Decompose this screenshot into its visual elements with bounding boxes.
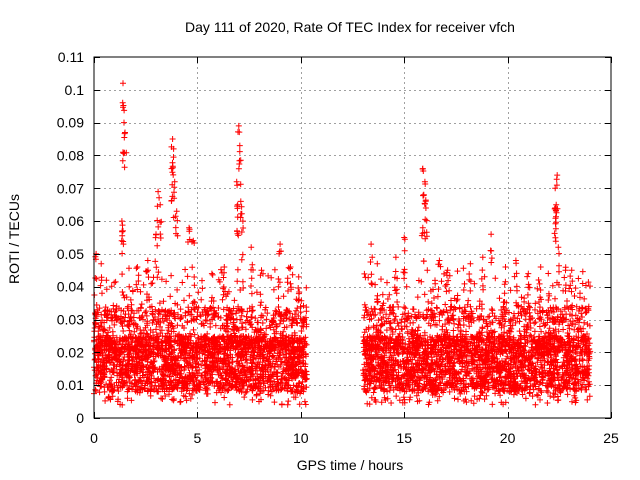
y-tick-label: 0.1 bbox=[65, 82, 85, 98]
axis-ticks: 0 5 10 15 20 25 0 0.01 0.02 0.03 0.04 0.05 0.06 0.07 0… bbox=[57, 49, 619, 446]
y-tick-label: 0.08 bbox=[57, 147, 84, 163]
x-tick-label: 10 bbox=[293, 430, 309, 446]
y-axis-title: ROTI / TECUs bbox=[6, 194, 22, 284]
plot-frame bbox=[93, 56, 612, 419]
x-tick-label: 20 bbox=[500, 430, 516, 446]
y-tick-label: 0 bbox=[76, 410, 84, 426]
x-tick-label: 25 bbox=[603, 430, 619, 446]
chart-title: Day 111 of 2020, Rate Of TEC Index for r… bbox=[185, 19, 515, 35]
x-tick-label: 5 bbox=[194, 430, 202, 446]
y-tick-label: 0.09 bbox=[57, 115, 84, 131]
y-tick-label: 0.03 bbox=[57, 312, 84, 328]
y-tick-label: 0.11 bbox=[58, 49, 84, 65]
y-tick-label: 0.01 bbox=[57, 377, 84, 393]
y-tick-label: 0.07 bbox=[57, 180, 84, 196]
y-tick-label: 0.04 bbox=[57, 279, 84, 295]
scatter-points bbox=[91, 80, 594, 408]
x-axis-title: GPS time / hours bbox=[297, 457, 404, 473]
x-tick-label: 15 bbox=[396, 430, 412, 446]
x-tick-label: 0 bbox=[90, 430, 98, 446]
y-tick-label: 0.05 bbox=[57, 246, 84, 262]
roti-series-points bbox=[91, 80, 594, 408]
y-tick-label: 0.02 bbox=[57, 344, 84, 360]
y-tick-label: 0.06 bbox=[57, 213, 84, 229]
